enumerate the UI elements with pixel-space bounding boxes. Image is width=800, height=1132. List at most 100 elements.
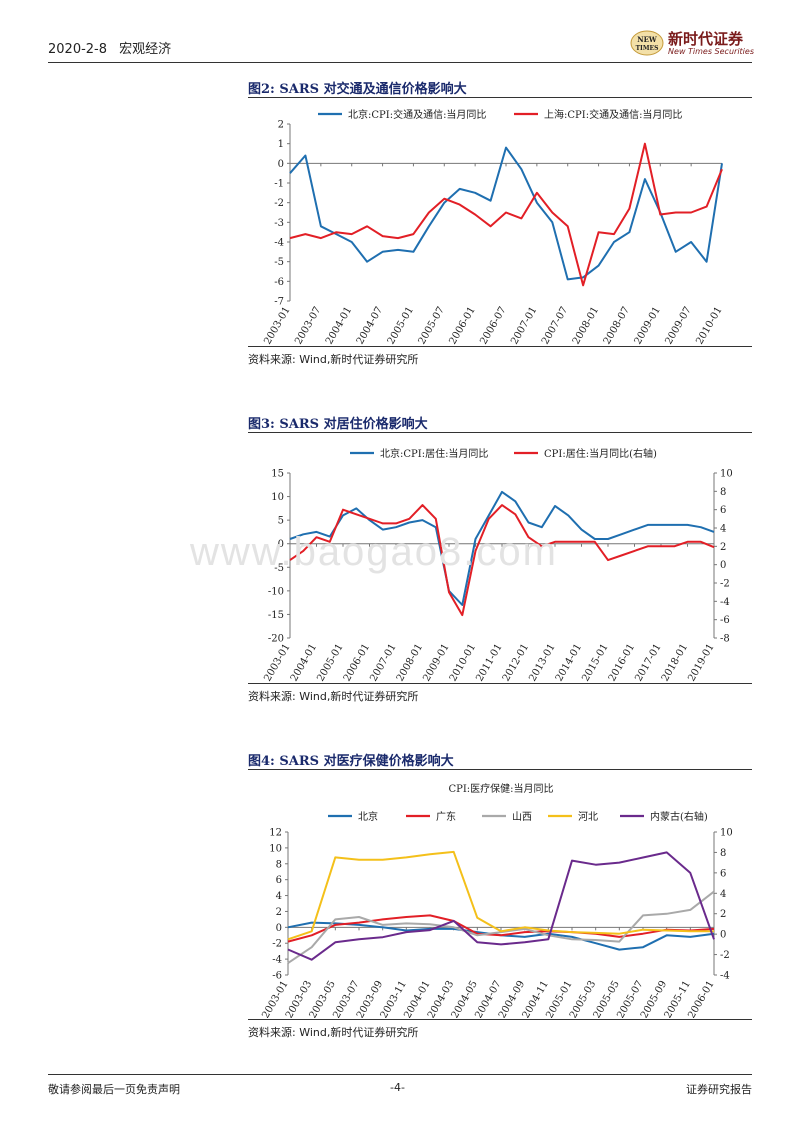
figure-4-title: 图4: SARS 对医疗保健价格影响大 <box>248 754 454 769</box>
figure-4-bottom-rule <box>248 1019 752 1020</box>
footer-disclaimer: 敬请参阅最后一页免责声明 <box>48 1083 180 1096</box>
page-number: -4- <box>390 1081 405 1094</box>
x-tick-label: 2003-07 <box>293 305 323 346</box>
series-line <box>289 490 715 606</box>
watermark: www.baogao8.com <box>190 530 558 574</box>
y-tick-label: 4 <box>276 891 282 902</box>
x-tick-label: 2003-01 <box>262 305 292 346</box>
legend-label: 上海:CPI:交通及通信:当月同比 <box>544 108 682 121</box>
report-date: 2020-2-8 <box>48 42 108 57</box>
footer-report-type: 证券研究报告 <box>686 1083 752 1096</box>
y-tick-label: -5 <box>274 563 284 574</box>
legend-label: 北京:CPI:交通及通信:当月同比 <box>348 108 486 121</box>
y2-tick-label: 4 <box>720 889 726 900</box>
x-tick-label: 2010-01 <box>448 642 478 683</box>
x-tick-label: 2016-01 <box>607 642 637 683</box>
y-tick-label: 1 <box>278 139 284 150</box>
y2-tick-label: 4 <box>720 524 726 535</box>
x-tick-label: 2007-01 <box>509 305 539 346</box>
y2-tick-label: 0 <box>720 930 726 941</box>
figure-3-bottom-rule <box>248 683 752 684</box>
figure-4-top-rule <box>248 769 752 770</box>
y-tick-label: 10 <box>269 843 282 854</box>
figure-3-top-rule <box>248 432 752 433</box>
figure-2-bottom-rule <box>248 346 752 347</box>
y-tick-label: -7 <box>274 297 284 308</box>
y2-tick-label: 0 <box>720 560 726 571</box>
legend-label: 山西 <box>512 811 532 823</box>
y-tick-label: 0 <box>276 923 282 934</box>
x-tick-label: 2012-01 <box>501 642 531 683</box>
figure-2-chart: 北京:CPI:交通及通信:当月同比 上海:CPI:交通及通信:当月同比 2 1 0 -1 -… <box>262 108 724 346</box>
y-tick-label: 12 <box>269 828 282 839</box>
brand-emblem-icon: NEW TIMES <box>630 30 664 56</box>
x-tick-label: 2008-01 <box>571 305 601 346</box>
y-tick-label: -6 <box>272 971 282 982</box>
x-tick-label: 2010-01 <box>694 305 724 346</box>
footer-divider <box>48 1074 752 1075</box>
y-tick-label: -10 <box>268 586 284 597</box>
series-line <box>289 504 715 617</box>
y-tick-label: -4 <box>272 955 282 966</box>
x-tick-label: 2015-01 <box>580 642 610 683</box>
x-tick-label: 2005-01 <box>386 305 416 346</box>
legend-label: 北京 <box>358 810 378 823</box>
brand-name-cn: 新时代证券 <box>668 29 744 48</box>
x-tick-label: 2017-01 <box>633 642 663 683</box>
x-tick-label: 2006-01 <box>447 305 477 346</box>
header-divider <box>48 62 752 63</box>
y2-tick-label: -6 <box>720 615 730 626</box>
y2-tick-label: 2 <box>720 909 726 920</box>
y2-tick-label: 6 <box>720 505 726 516</box>
figure-2-source: 资料来源: Wind,新时代证券研究所 <box>248 353 419 366</box>
x-tick-label: 2006-07 <box>478 305 508 346</box>
report-section: 宏观经济 <box>119 42 172 57</box>
figure-3-source: 资料来源: Wind,新时代证券研究所 <box>248 690 419 703</box>
y-tick-label: 0 <box>278 539 284 550</box>
x-tick-label: 2004-01 <box>324 305 354 346</box>
x-tick-label: 2005-01 <box>315 642 345 683</box>
x-tick-label: 2014-01 <box>554 642 584 683</box>
y-tick-label: -1 <box>274 179 284 190</box>
series-line <box>289 142 723 287</box>
y-tick-label: -20 <box>268 634 284 645</box>
x-tick-label: 2011-01 <box>474 642 504 683</box>
series-line <box>287 914 715 943</box>
y-tick-label: -6 <box>274 277 284 288</box>
figure-3-title: 图3: SARS 对居住价格影响大 <box>248 417 428 432</box>
y-tick-label: -5 <box>274 257 284 268</box>
figure-2-top-rule <box>248 97 752 98</box>
y-tick-label: 6 <box>276 875 282 886</box>
legend-label: 北京:CPI:居住:当月同比 <box>380 447 488 460</box>
x-tick-label: 2013-01 <box>527 642 557 683</box>
x-tick-label: 2004-01 <box>289 642 319 683</box>
chart-title: CPI:医疗保健:当月同比 <box>448 782 553 795</box>
legend-label: 河北 <box>578 811 598 823</box>
y-tick-label: 15 <box>271 469 284 480</box>
x-tick-label: 2009-01 <box>633 305 663 346</box>
y2-tick-label: -2 <box>720 579 730 590</box>
y2-tick-label: 8 <box>720 848 726 859</box>
x-tick-label: 2006-01 <box>342 642 372 683</box>
y2-tick-label: 10 <box>720 469 733 480</box>
y-tick-label: 2 <box>278 120 284 131</box>
y-tick-label: 8 <box>276 859 282 870</box>
y2-tick-label: -8 <box>720 634 730 645</box>
y2-tick-label: -4 <box>720 971 730 982</box>
series-line <box>287 851 715 961</box>
x-tick-label: 2004-07 <box>355 305 385 346</box>
y2-tick-label: 6 <box>720 868 726 879</box>
x-tick-label: 2005-07 <box>417 305 447 346</box>
y-tick-label: 2 <box>276 907 282 918</box>
x-tick-label: 2009-01 <box>421 642 451 683</box>
figure-3-chart: 北京:CPI:居住:当月同比 CPI:居住:当月同比(右轴) 15 10 5 0 -5 -10… <box>262 447 733 683</box>
series-line <box>289 146 723 281</box>
page-header-left: 2020-2-8 宏观经济 <box>48 38 171 57</box>
series-line <box>287 850 714 941</box>
y2-tick-label: -2 <box>720 950 730 961</box>
x-tick-label: 2009-07 <box>663 305 693 346</box>
y-tick-label: 10 <box>271 492 284 503</box>
brand-logo: NEW TIMES 新时代证券 New Times Securities <box>630 30 754 56</box>
x-tick-label: 2019-01 <box>686 642 716 683</box>
